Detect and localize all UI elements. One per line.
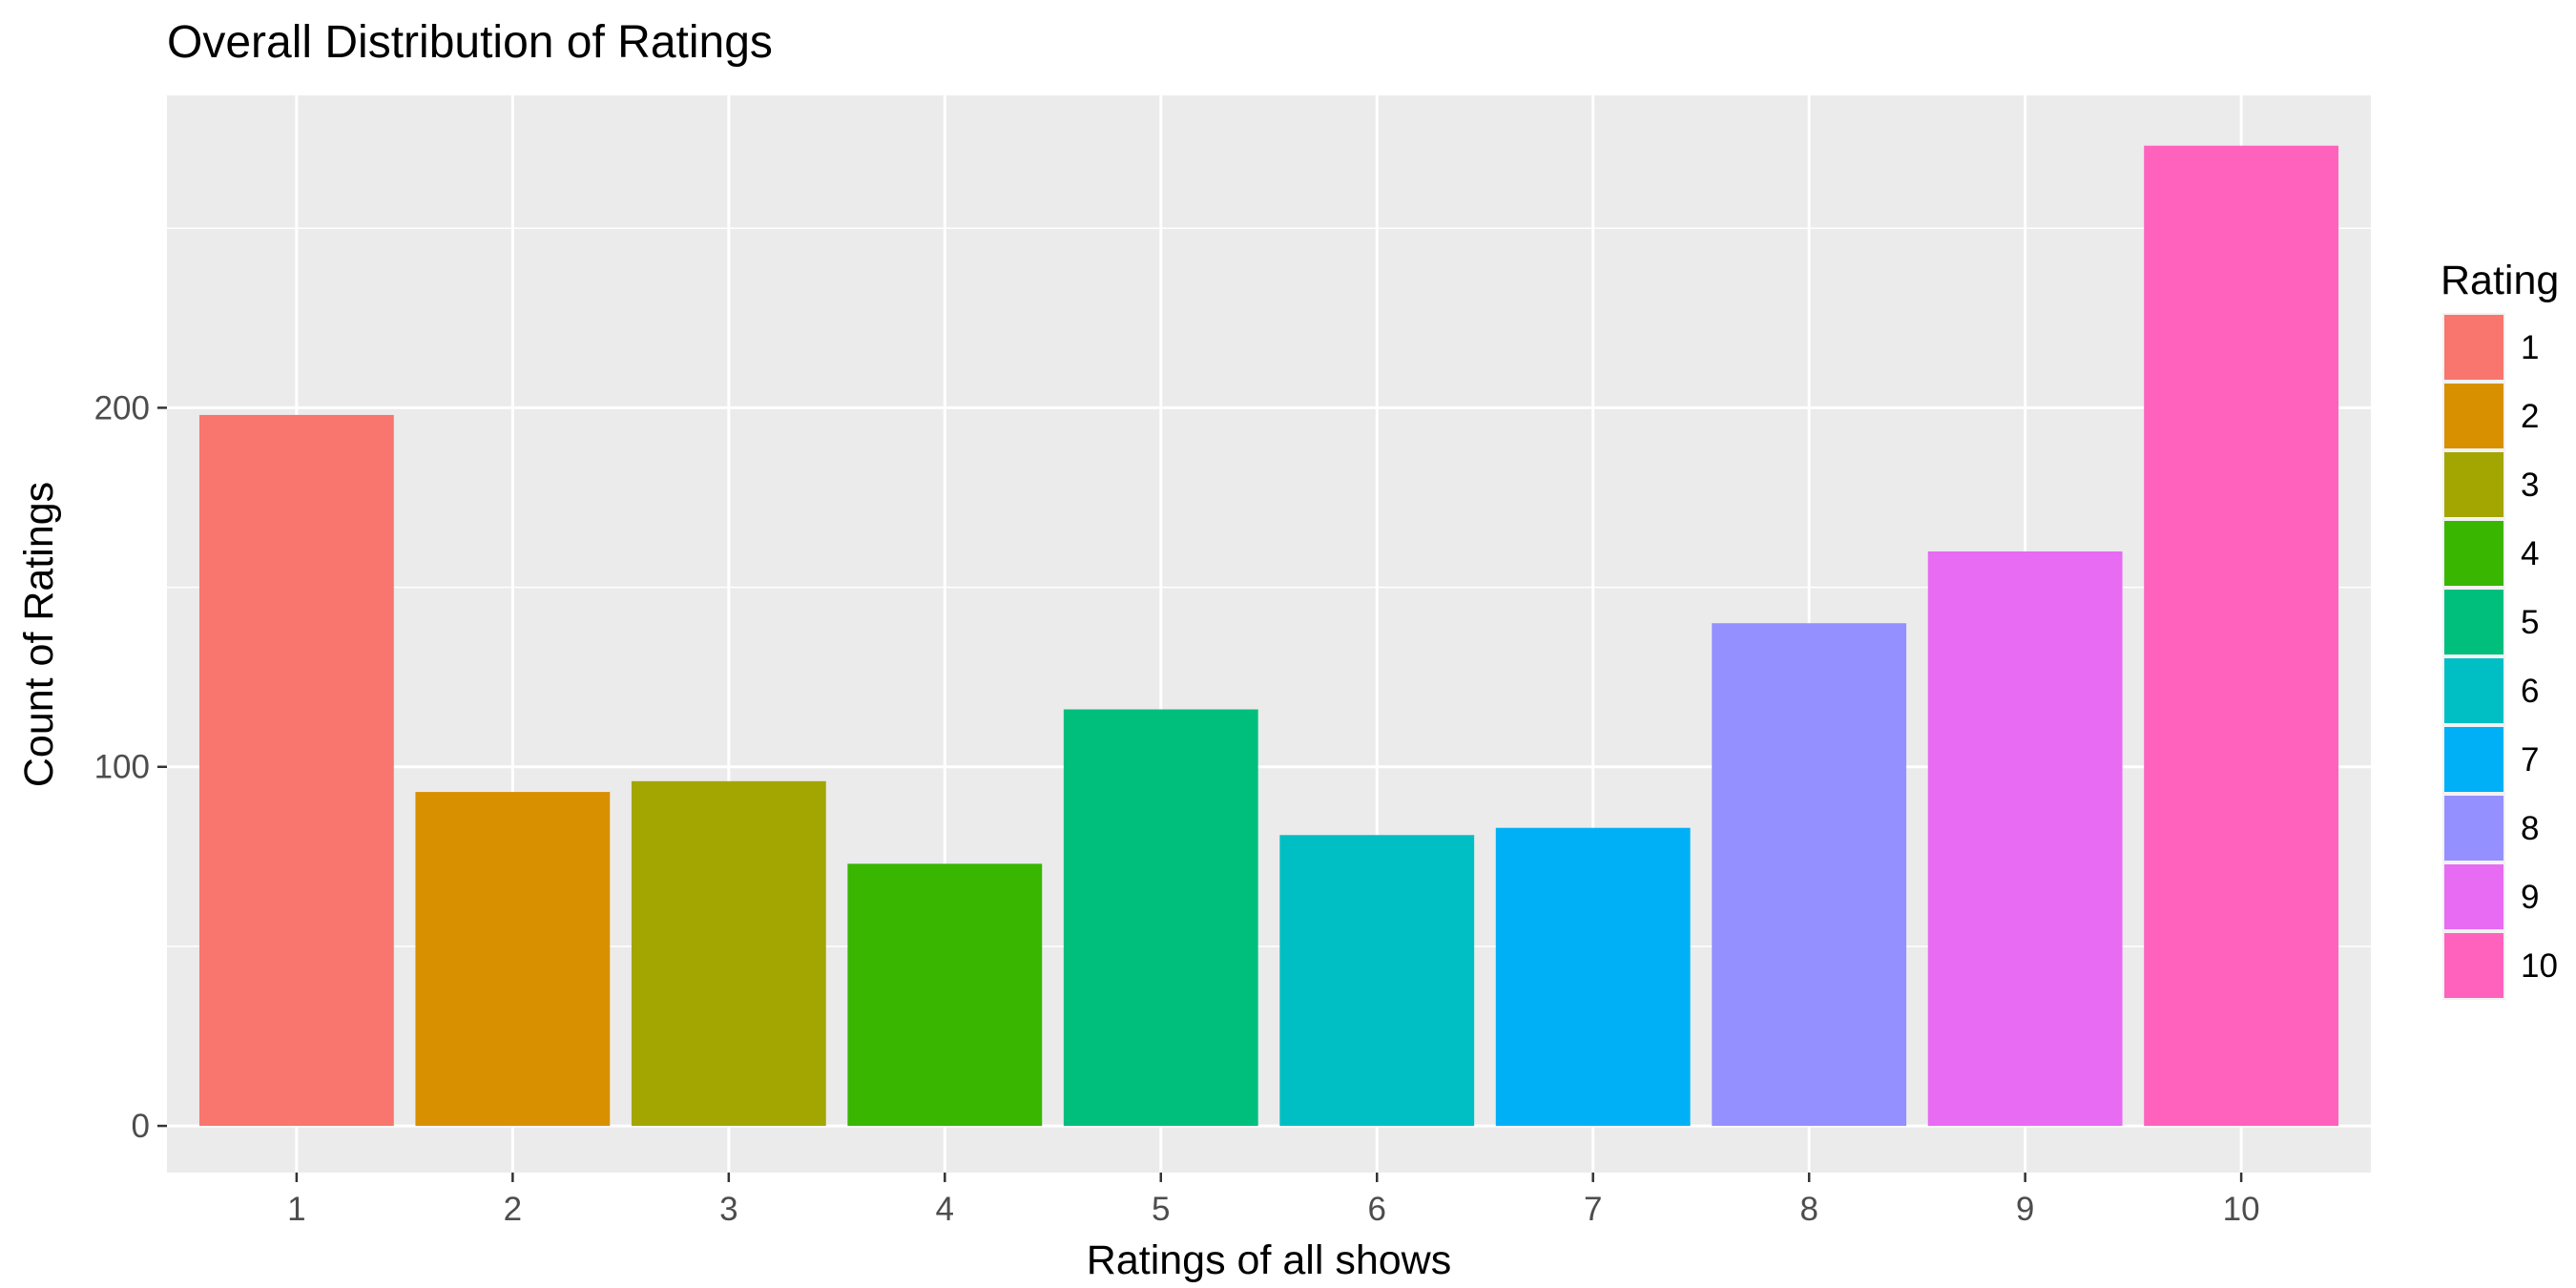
x-tick-label: 4 — [936, 1191, 954, 1228]
x-tick-label: 10 — [2223, 1191, 2260, 1228]
bar-rating-5 — [1063, 709, 1258, 1127]
bar-rating-1 — [198, 414, 394, 1127]
legend: Rating 1 2 3 4 5 6 7 8 9 10 — [2441, 258, 2559, 1000]
x-axis: 1 2 3 4 5 6 7 8 9 10 — [287, 1173, 2260, 1228]
legend-swatch-8 — [2444, 796, 2503, 861]
y-axis-title: Count of Ratings — [16, 482, 62, 787]
bar-rating-7 — [1495, 827, 1691, 1127]
bar-rating-10 — [2144, 145, 2339, 1127]
legend-label: 6 — [2521, 673, 2539, 710]
bar-rating-3 — [631, 780, 826, 1127]
legend-label: 5 — [2521, 604, 2539, 641]
legend-label: 10 — [2521, 947, 2558, 985]
x-tick-label: 8 — [1799, 1191, 1818, 1228]
x-tick-label: 3 — [719, 1191, 737, 1228]
legend-swatch-10 — [2444, 933, 2503, 998]
legend-swatch-4 — [2444, 521, 2503, 586]
legend-label: 2 — [2521, 398, 2539, 435]
legend-label: 8 — [2521, 810, 2539, 847]
y-tick-label: 100 — [94, 749, 150, 786]
legend-label: 9 — [2521, 879, 2539, 916]
legend-swatch-9 — [2444, 864, 2503, 929]
bar-rating-2 — [415, 792, 611, 1127]
legend-label: 1 — [2521, 329, 2539, 366]
bar-rating-4 — [847, 863, 1043, 1127]
x-tick-label: 9 — [2016, 1191, 2034, 1228]
x-tick-label: 5 — [1152, 1191, 1170, 1228]
x-tick-label: 2 — [504, 1191, 522, 1228]
legend-swatch-2 — [2444, 384, 2503, 448]
legend-title: Rating — [2441, 258, 2559, 303]
legend-swatch-1 — [2444, 315, 2503, 380]
legend-swatch-6 — [2444, 658, 2503, 723]
x-tick-label: 1 — [287, 1191, 305, 1228]
x-axis-title: Ratings of all shows — [1087, 1237, 1451, 1283]
legend-swatch-5 — [2444, 590, 2503, 654]
y-tick-label: 0 — [132, 1108, 150, 1145]
bars — [198, 145, 2339, 1127]
bar-rating-9 — [1927, 551, 2123, 1127]
legend-swatch-3 — [2444, 452, 2503, 517]
x-tick-label: 7 — [1584, 1191, 1602, 1228]
bar-rating-6 — [1279, 835, 1475, 1127]
chart-title: Overall Distribution of Ratings — [167, 17, 773, 68]
legend-label: 3 — [2521, 467, 2539, 504]
legend-swatch-7 — [2444, 727, 2503, 792]
y-axis: 0 100 200 — [94, 389, 167, 1145]
bar-rating-8 — [1712, 623, 1907, 1127]
y-tick-label: 200 — [94, 389, 150, 426]
legend-label: 4 — [2521, 535, 2539, 572]
x-tick-label: 6 — [1368, 1191, 1386, 1228]
legend-label: 7 — [2521, 741, 2539, 779]
